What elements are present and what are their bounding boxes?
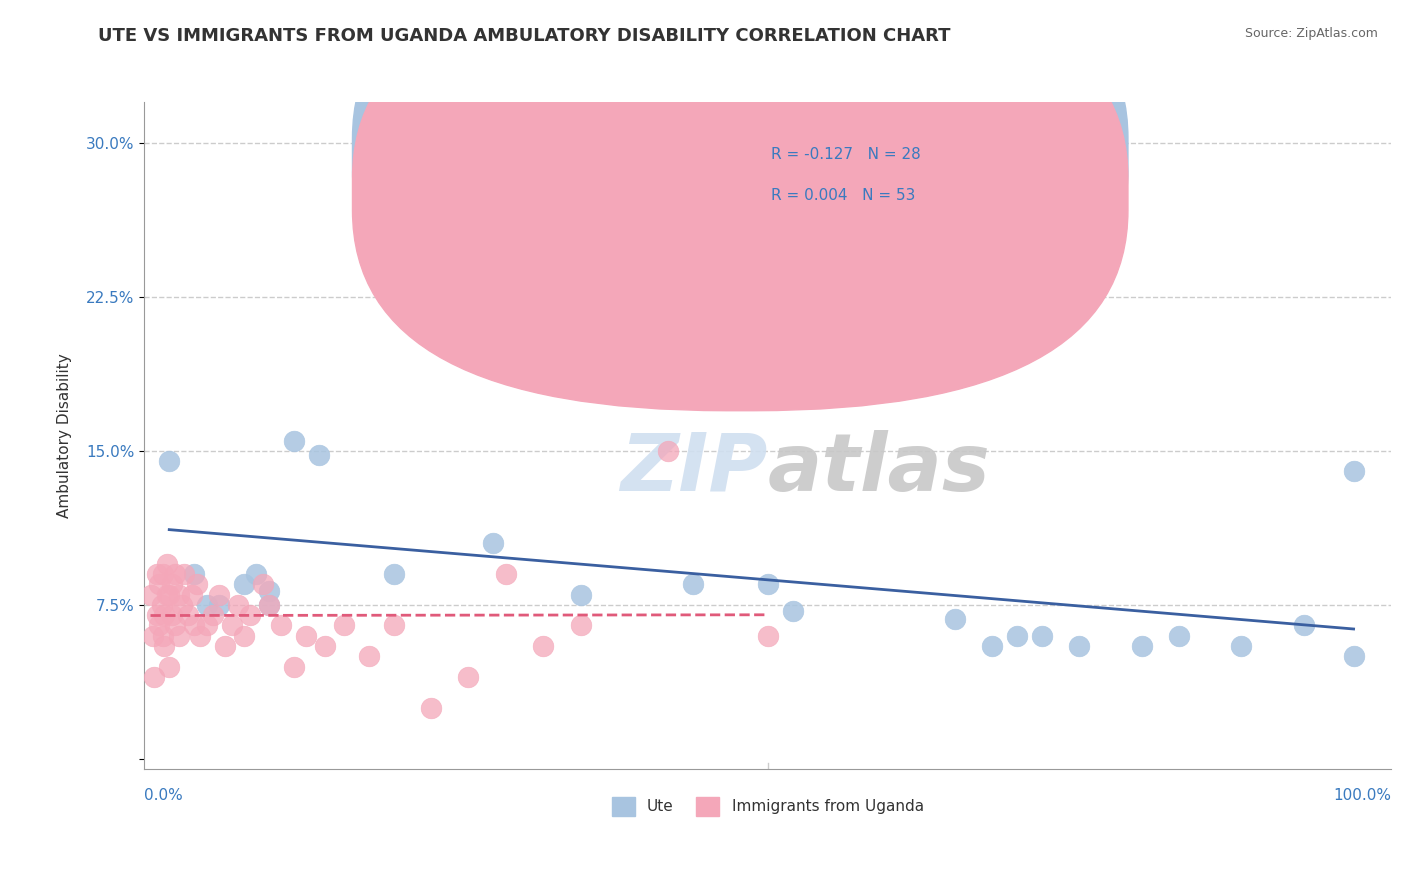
- Point: [295, 629, 318, 643]
- Point: [1130, 639, 1153, 653]
- Text: Source: ZipAtlas.com: Source: ZipAtlas.com: [1244, 27, 1378, 40]
- Point: [314, 639, 336, 653]
- Point: [569, 618, 592, 632]
- Point: [208, 588, 231, 602]
- Point: [482, 536, 505, 550]
- Point: [165, 567, 187, 582]
- Point: [167, 629, 190, 643]
- Point: [143, 670, 166, 684]
- Point: [283, 434, 305, 448]
- Point: [508, 197, 530, 211]
- Point: [682, 577, 704, 591]
- Point: [457, 670, 479, 684]
- FancyBboxPatch shape: [699, 112, 1060, 228]
- Point: [153, 608, 176, 623]
- FancyBboxPatch shape: [353, 0, 1128, 410]
- Text: ZIP: ZIP: [620, 430, 768, 508]
- Point: [152, 629, 174, 643]
- Point: [177, 608, 200, 623]
- Point: [156, 557, 179, 571]
- Point: [1292, 618, 1315, 632]
- Point: [186, 577, 208, 591]
- Point: [160, 608, 183, 623]
- Point: [157, 454, 180, 468]
- Point: [1069, 639, 1091, 653]
- Point: [152, 567, 174, 582]
- Point: [214, 639, 236, 653]
- Point: [782, 604, 804, 618]
- Point: [1005, 629, 1028, 643]
- Point: [257, 598, 280, 612]
- Point: [173, 567, 195, 582]
- Point: [420, 700, 443, 714]
- Point: [160, 577, 183, 591]
- Point: [165, 618, 187, 632]
- Y-axis label: Ambulatory Disability: Ambulatory Disability: [58, 353, 72, 517]
- Point: [183, 567, 205, 582]
- Point: [167, 588, 190, 602]
- Point: [382, 618, 405, 632]
- Point: [233, 629, 256, 643]
- Text: 100.0%: 100.0%: [1333, 788, 1391, 803]
- Point: [657, 443, 679, 458]
- Point: [239, 608, 262, 623]
- Text: UTE VS IMMIGRANTS FROM UGANDA AMBULATORY DISABILITY CORRELATION CHART: UTE VS IMMIGRANTS FROM UGANDA AMBULATORY…: [98, 27, 950, 45]
- Point: [1031, 629, 1053, 643]
- Point: [148, 618, 170, 632]
- Point: [201, 608, 224, 623]
- Point: [531, 639, 554, 653]
- Point: [180, 588, 202, 602]
- Point: [569, 588, 592, 602]
- Text: 0.0%: 0.0%: [145, 788, 183, 803]
- Point: [943, 612, 966, 626]
- Point: [195, 618, 218, 632]
- Point: [332, 618, 354, 632]
- Point: [139, 588, 162, 602]
- Point: [756, 629, 779, 643]
- Point: [308, 448, 330, 462]
- Point: [1168, 629, 1191, 643]
- Point: [142, 629, 165, 643]
- Point: [226, 598, 249, 612]
- Text: atlas: atlas: [768, 430, 990, 508]
- Point: [153, 639, 176, 653]
- Point: [157, 588, 180, 602]
- Point: [257, 598, 280, 612]
- Point: [1343, 649, 1365, 664]
- Legend: Ute, Immigrants from Uganda: Ute, Immigrants from Uganda: [606, 791, 929, 822]
- Point: [157, 659, 180, 673]
- Point: [756, 577, 779, 591]
- Point: [190, 629, 212, 643]
- Point: [495, 567, 517, 582]
- Point: [148, 577, 170, 591]
- Point: [221, 618, 243, 632]
- Point: [145, 567, 167, 582]
- Point: [1230, 639, 1253, 653]
- Point: [283, 659, 305, 673]
- Point: [981, 639, 1004, 653]
- Point: [195, 598, 218, 612]
- Point: [252, 577, 274, 591]
- Point: [357, 649, 380, 664]
- Point: [382, 567, 405, 582]
- Text: R = -0.127   N = 28: R = -0.127 N = 28: [772, 147, 921, 162]
- Point: [270, 618, 292, 632]
- Point: [233, 577, 256, 591]
- Point: [208, 598, 231, 612]
- FancyBboxPatch shape: [353, 0, 1128, 371]
- Point: [145, 608, 167, 623]
- Point: [245, 567, 267, 582]
- Point: [170, 598, 193, 612]
- Text: R = 0.004   N = 53: R = 0.004 N = 53: [772, 187, 915, 202]
- Point: [183, 618, 205, 632]
- Point: [150, 598, 173, 612]
- Point: [1343, 464, 1365, 478]
- Point: [156, 588, 179, 602]
- Point: [257, 583, 280, 598]
